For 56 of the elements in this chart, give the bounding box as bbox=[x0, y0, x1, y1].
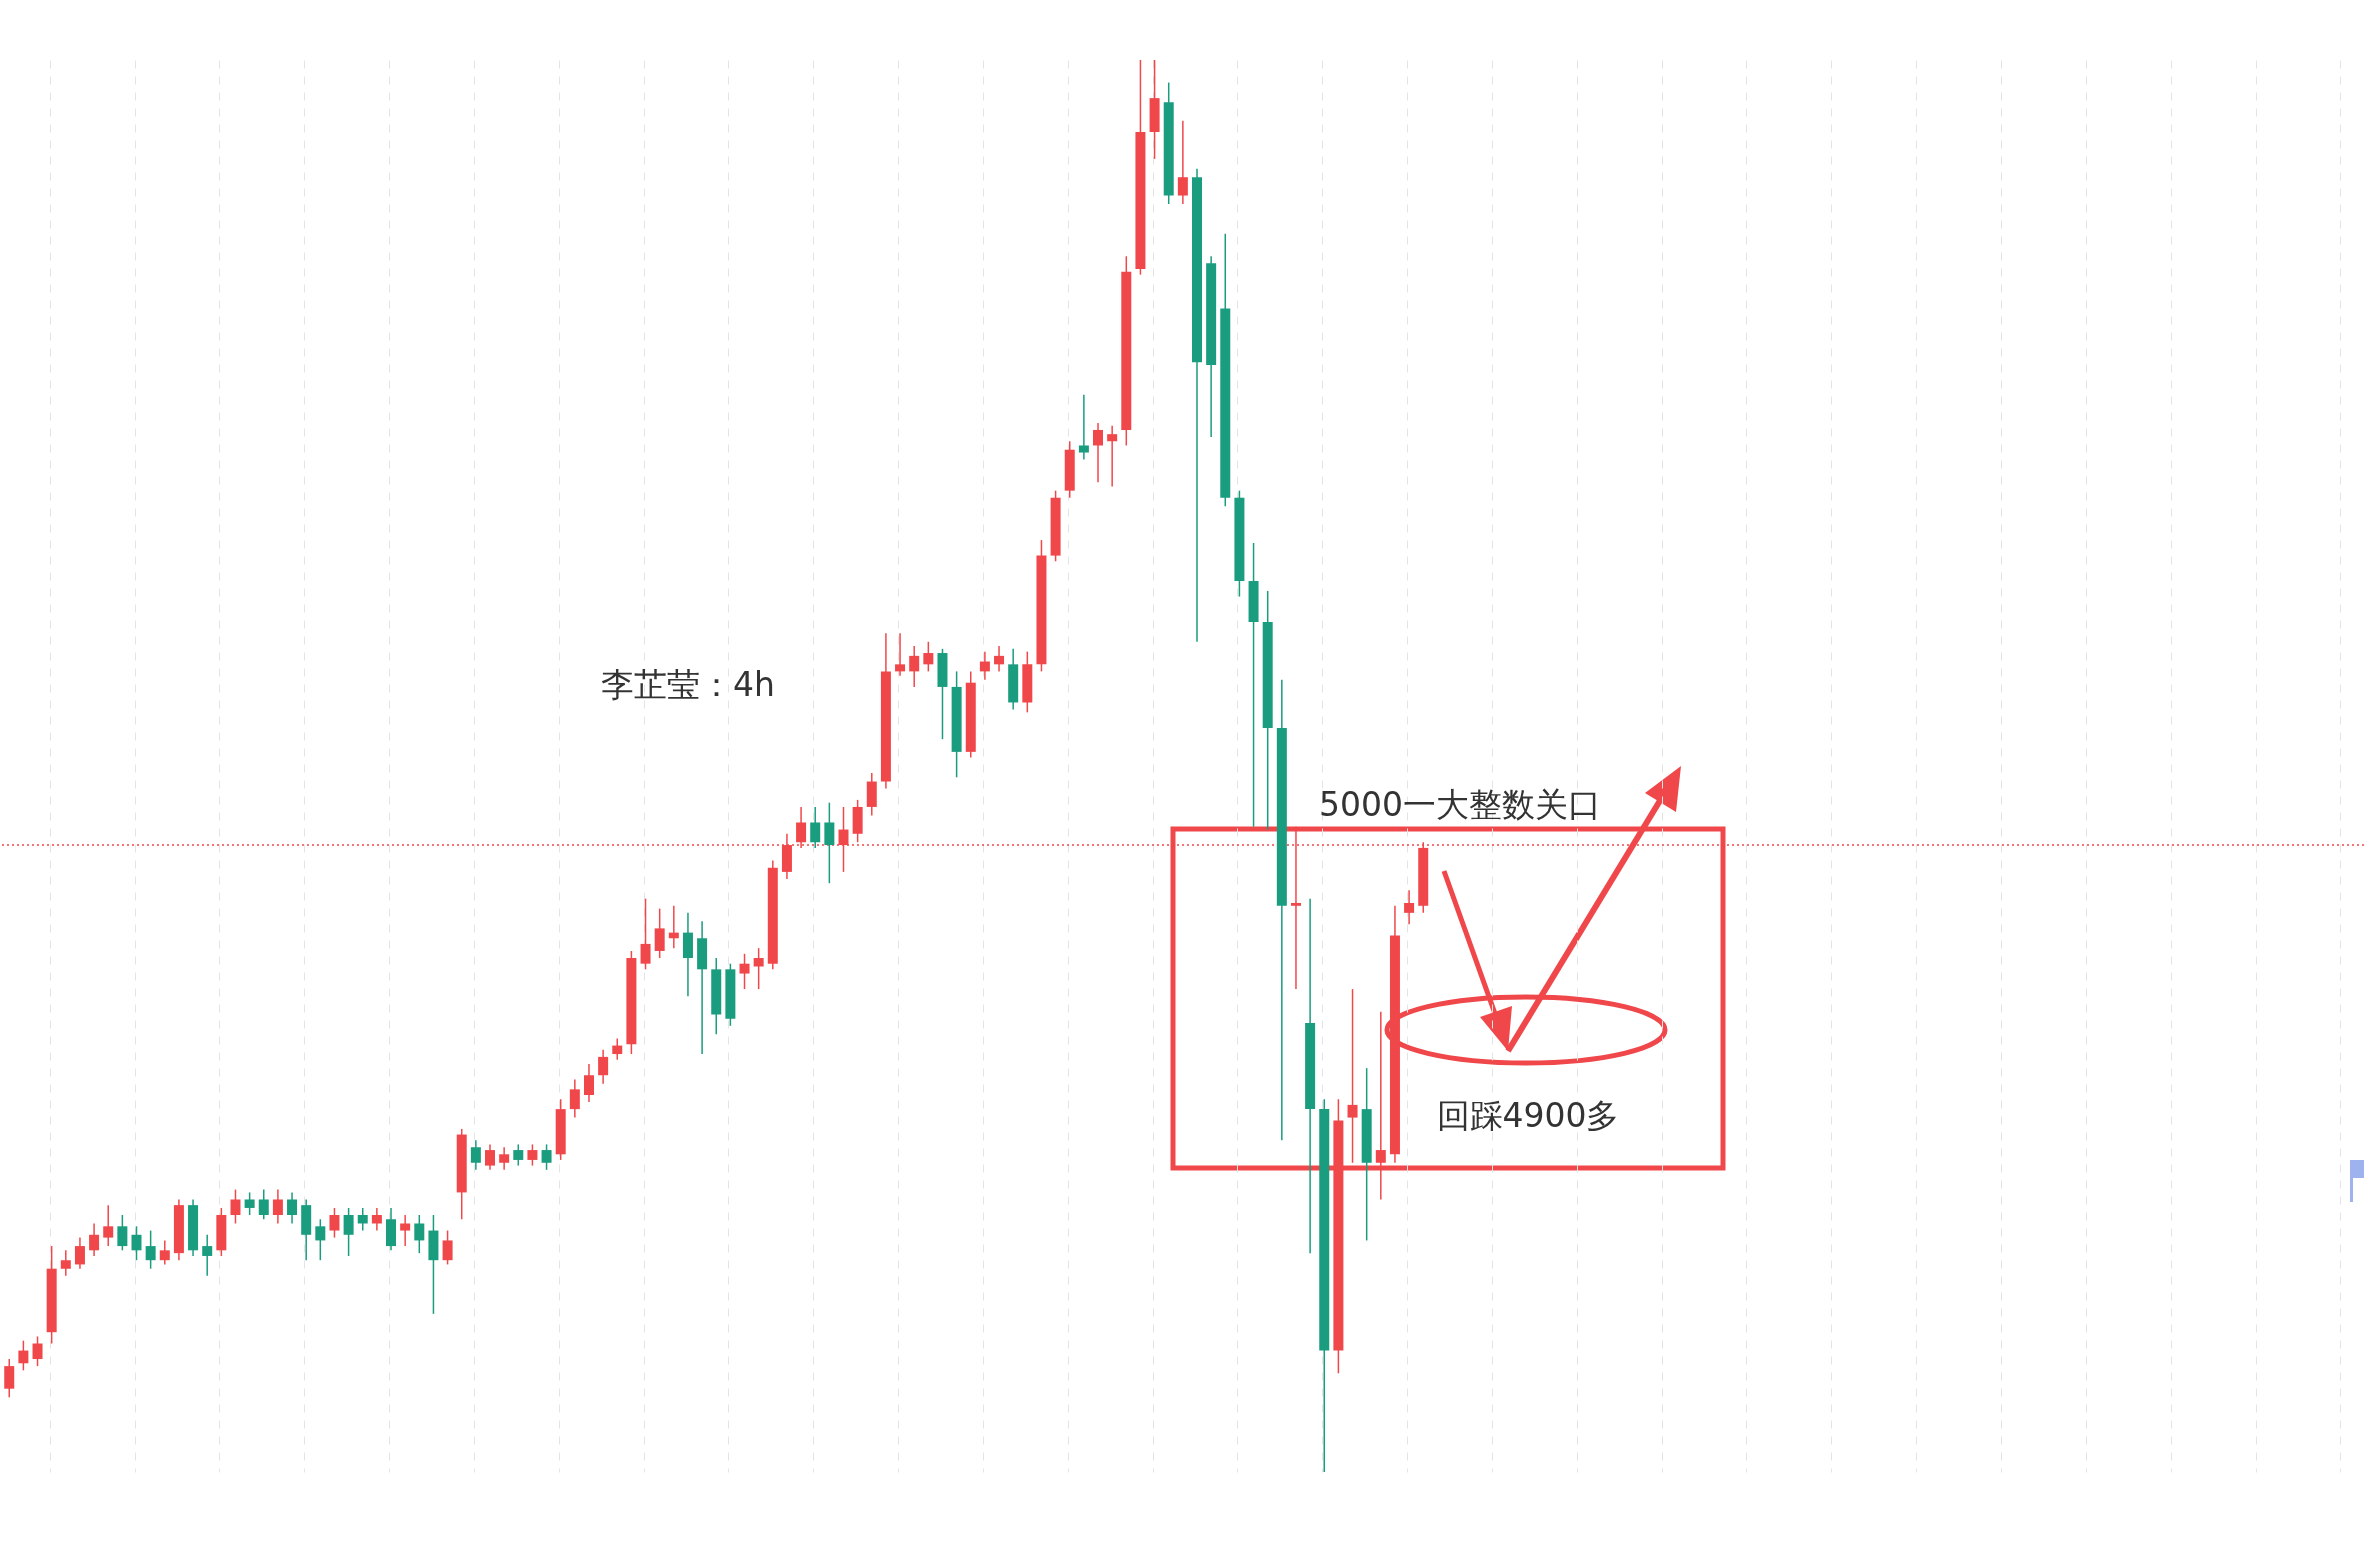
candlestick bbox=[513, 1143, 524, 1167]
candlestick bbox=[32, 1335, 43, 1367]
candlestick bbox=[1375, 1010, 1386, 1201]
candlestick bbox=[654, 907, 665, 959]
candlestick bbox=[895, 632, 906, 677]
candlestick bbox=[569, 1078, 580, 1119]
candlestick bbox=[18, 1339, 29, 1372]
candlestick bbox=[1093, 422, 1104, 483]
candlestick bbox=[400, 1214, 411, 1247]
candlestick bbox=[994, 645, 1005, 673]
candlestick bbox=[640, 897, 651, 971]
candlestick bbox=[979, 650, 990, 681]
candlestick bbox=[315, 1218, 326, 1261]
candlestick bbox=[824, 801, 835, 884]
candlestick bbox=[810, 806, 821, 849]
candlestick bbox=[357, 1207, 368, 1232]
candlestick bbox=[258, 1188, 269, 1220]
candlestick bbox=[1404, 889, 1415, 925]
candlestick bbox=[612, 1037, 623, 1061]
candlestick bbox=[470, 1139, 481, 1171]
candlestick bbox=[329, 1207, 340, 1239]
candlestick bbox=[753, 947, 764, 990]
candlestick bbox=[60, 1249, 71, 1277]
candlestick bbox=[541, 1143, 552, 1171]
candlestick bbox=[527, 1143, 538, 1167]
candlestick bbox=[923, 640, 934, 673]
candlestick bbox=[159, 1239, 170, 1266]
candlestick bbox=[244, 1191, 255, 1216]
annotation: 5000一大整数关口 bbox=[1319, 785, 1601, 824]
candlestick bbox=[131, 1225, 142, 1261]
candlestick bbox=[371, 1207, 382, 1232]
candlestick bbox=[202, 1234, 213, 1277]
candlestick bbox=[1078, 393, 1089, 461]
candlestick bbox=[117, 1214, 128, 1252]
candlestick bbox=[583, 1063, 594, 1103]
candlestick bbox=[89, 1222, 100, 1257]
annotation: 李芷莹：4h bbox=[601, 665, 775, 704]
candlestick bbox=[1347, 988, 1358, 1164]
candlestick bbox=[485, 1143, 495, 1171]
candlestick bbox=[4, 1358, 15, 1398]
candlestick bbox=[414, 1214, 425, 1254]
candlestick bbox=[272, 1188, 283, 1225]
candlestick bbox=[287, 1191, 298, 1225]
candlestick bbox=[909, 645, 920, 688]
candlestick bbox=[499, 1146, 510, 1171]
candlestick bbox=[103, 1204, 114, 1247]
candlestick bbox=[442, 1229, 453, 1266]
candlestick bbox=[598, 1049, 609, 1085]
candlestick bbox=[343, 1207, 354, 1257]
candlestick bbox=[1177, 119, 1188, 205]
text: 回踩4900多 bbox=[1436, 1096, 1620, 1135]
candlestick bbox=[74, 1236, 85, 1270]
candlestick bbox=[1107, 424, 1118, 488]
candlestick bbox=[145, 1229, 156, 1270]
candlestick bbox=[739, 953, 750, 990]
candlestick bbox=[230, 1188, 241, 1225]
